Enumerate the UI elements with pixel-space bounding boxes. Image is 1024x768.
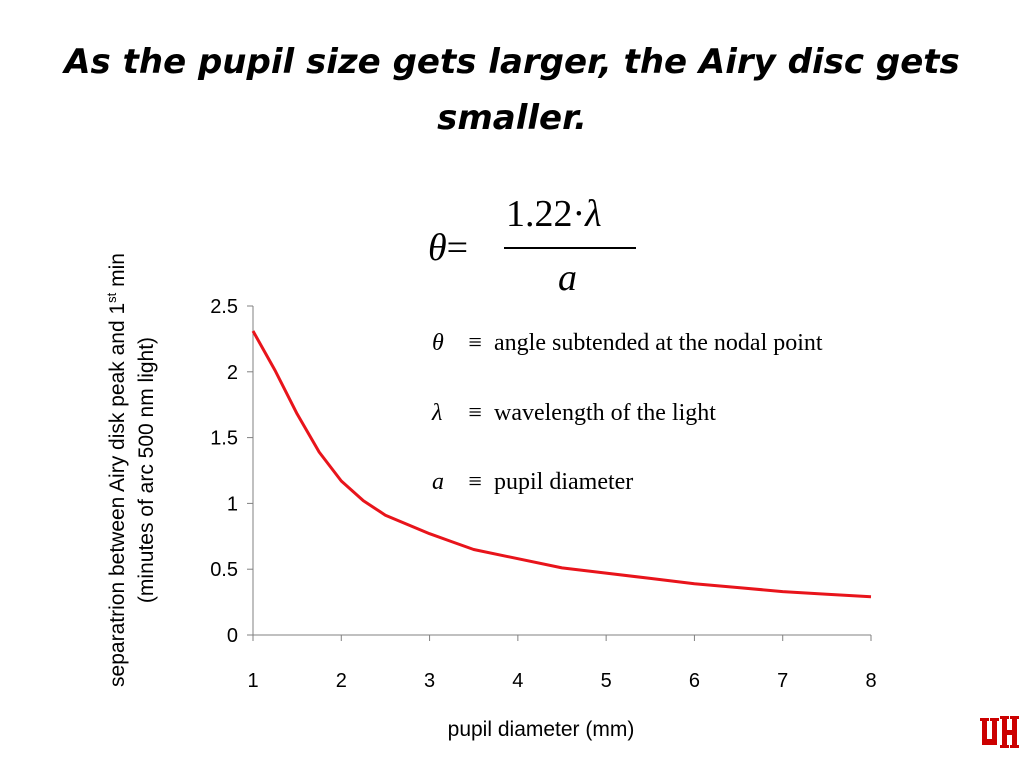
formula-numerator-const: 1.22· [506, 193, 586, 235]
y-tick-label: 2 [227, 362, 238, 384]
x-tick-label: 5 [601, 670, 612, 692]
definition-equiv: ≡ [468, 330, 482, 356]
fraction-bar [504, 247, 636, 249]
x-tick-label: 3 [424, 670, 435, 692]
y-tick-label: 2.5 [210, 296, 238, 318]
definition-symbol: θ [432, 330, 444, 356]
y-tick-label: 0.5 [210, 559, 238, 581]
chart-series [251, 330, 872, 599]
formula-theta: θ [428, 227, 447, 269]
definition-lambda: λ ≡ wavelength of the light [432, 400, 716, 427]
definition-text: wavelength of the light [494, 400, 716, 426]
y-tick-label: 1 [227, 493, 238, 515]
x-axis-label: pupil diameter (mm) [448, 718, 635, 741]
y-axis-label-sup: st [104, 292, 119, 303]
definition-symbol: a [432, 469, 444, 495]
formula-numerator-lambda: λ [585, 193, 602, 235]
y-axis-label-main: separatrion between Airy disk peak and 1 [106, 303, 129, 687]
definition-text: angle subtended at the nodal point [494, 330, 823, 356]
x-tick-label: 7 [777, 670, 788, 692]
formula-numerator: 1.22·λ [506, 192, 602, 236]
x-tick-label: 4 [512, 670, 523, 692]
x-tick-label: 6 [689, 670, 700, 692]
formula-lhs: θ= [428, 226, 468, 270]
y-axis-ticks: 0 0.5 1 1.5 2 2.5 [210, 296, 253, 647]
logo-stroke [1012, 716, 1017, 748]
formula-denominator: a [558, 257, 577, 299]
logo-stroke [1002, 730, 1016, 735]
x-tick-label: 2 [336, 670, 347, 692]
y-axis-label-end: min [106, 253, 129, 293]
definition-symbol: λ [432, 400, 443, 426]
definition-text: pupil diameter [494, 469, 634, 495]
logo-stroke [982, 718, 987, 742]
chart-axes [252, 306, 871, 636]
series-line [251, 330, 872, 599]
formula-equals: = [446, 227, 469, 269]
definition-equiv: ≡ [468, 400, 482, 426]
logo-stroke [1010, 716, 1019, 719]
y-tick-label: 0 [227, 625, 238, 647]
x-tick-label: 1 [247, 670, 258, 692]
logo-stroke [990, 718, 999, 721]
slide-title: As the pupil size gets larger, the Airy … [64, 42, 960, 138]
logo-stroke [992, 718, 997, 745]
definition-a: a ≡ pupil diameter [432, 469, 633, 496]
uh-logo-icon: UH [980, 716, 1019, 748]
logo-stroke [982, 739, 996, 745]
y-axis-label-line2: (minutes of arc 500 nm light) [135, 337, 158, 603]
airy-formula: θ= 1.22·λ a [428, 192, 648, 304]
y-tick-label: 1.5 [210, 428, 238, 450]
logo-stroke [1010, 745, 1019, 748]
logo-stroke [1000, 745, 1009, 748]
y-axis-label-line1: separatrion between Airy disk peak and 1… [104, 253, 129, 687]
definition-equiv: ≡ [468, 469, 482, 495]
x-tick-label: 8 [865, 670, 876, 692]
x-axis-ticks: 1 2 3 4 5 6 7 8 [247, 635, 877, 692]
definition-theta: θ ≡ angle subtended at the nodal point [432, 330, 823, 357]
